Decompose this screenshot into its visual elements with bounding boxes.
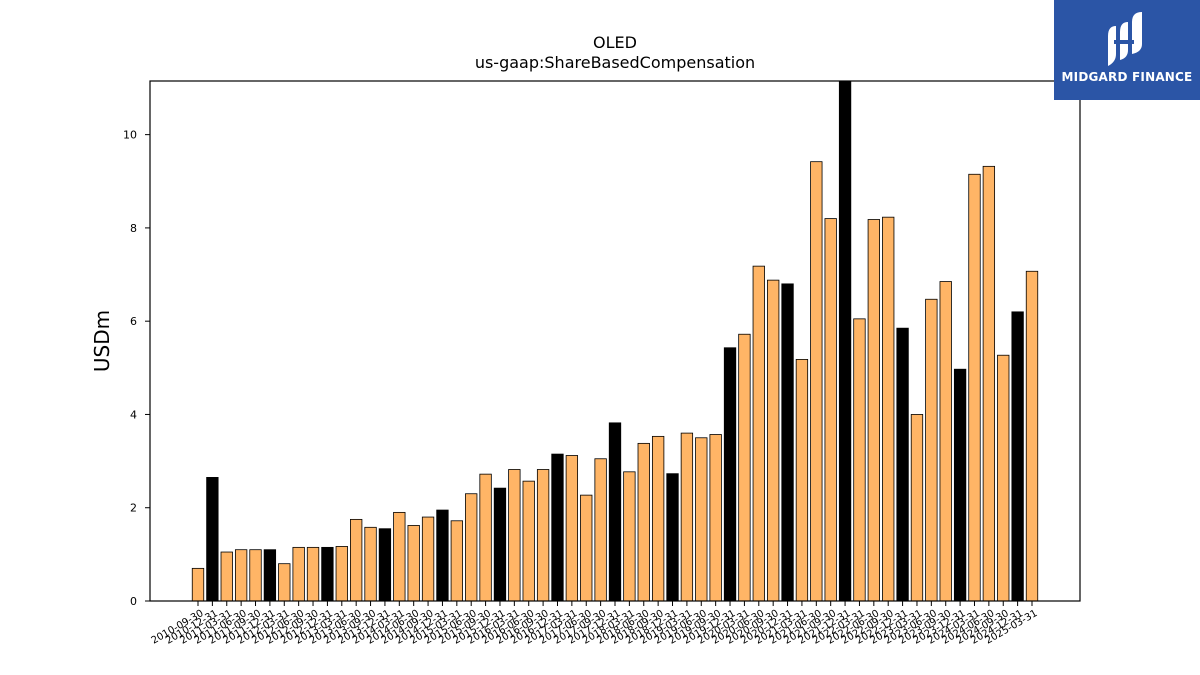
logo-text: MIDGARD FINANCE [1061,70,1193,84]
bar [997,354,1010,602]
plot-frame [149,80,1081,602]
bar [306,546,320,602]
midgard-logo: MIDGARD FINANCE [1054,0,1200,100]
bar [781,283,794,602]
bar [378,528,392,602]
midgard-logo-icon [1108,12,1142,66]
bar [278,563,291,602]
bar [824,218,837,602]
bar [263,549,277,602]
bar [910,414,924,602]
bar [810,161,823,602]
bar [982,165,996,602]
bar [896,327,909,602]
bar [1025,270,1039,602]
bar [637,442,650,602]
bar [1011,311,1024,602]
bar [479,473,492,602]
y-tick-label: 6 [130,315,137,328]
bar [623,471,636,602]
bar [594,458,607,602]
bar [795,359,809,602]
bar [709,434,722,602]
bar [551,453,564,602]
bar [364,526,377,602]
bar [723,347,737,602]
bar [651,435,665,602]
bar [939,281,952,602]
bar [421,516,435,602]
bar [695,437,708,602]
bar [882,216,895,602]
y-tick-label: 8 [130,222,137,235]
bar [953,368,967,602]
chart-subtitle: us-gaap:ShareBasedCompensation [475,53,755,72]
bar [407,525,420,602]
bar [220,551,233,602]
bar [493,487,507,602]
bar [968,173,981,602]
chart-title: OLED [593,33,637,52]
bar [508,469,521,602]
bar [536,469,550,602]
bar [191,567,205,602]
bar [767,279,780,602]
bar [853,318,866,602]
y-axis-label: USDm [90,310,114,372]
y-tick-label: 4 [130,408,137,421]
y-tick-label: 0 [130,595,137,608]
bar [580,494,593,602]
bar [350,518,363,602]
x-axis-ticks: 2010-09-302010-12-312011-03-312011-06-30… [150,601,1040,647]
bar [234,549,248,602]
bar [249,549,262,602]
bar [666,473,679,602]
bar [292,546,305,602]
bar [925,298,938,602]
bar [680,432,694,602]
y-axis-ticks: 0 2 4 6 8 10 [123,129,150,608]
bar [522,480,535,602]
bar-series [191,80,1039,602]
y-tick-label: 2 [130,502,137,515]
bar [752,265,765,602]
bar [608,422,622,602]
bar [465,493,478,602]
bar [867,219,880,602]
bar [436,509,449,602]
bar [206,477,219,602]
bar [450,520,463,602]
bar [321,546,334,602]
bar [393,511,406,602]
bar [565,455,579,602]
y-tick-label: 10 [123,129,137,142]
bar [335,546,348,602]
bar [738,333,751,602]
bar [838,80,852,602]
